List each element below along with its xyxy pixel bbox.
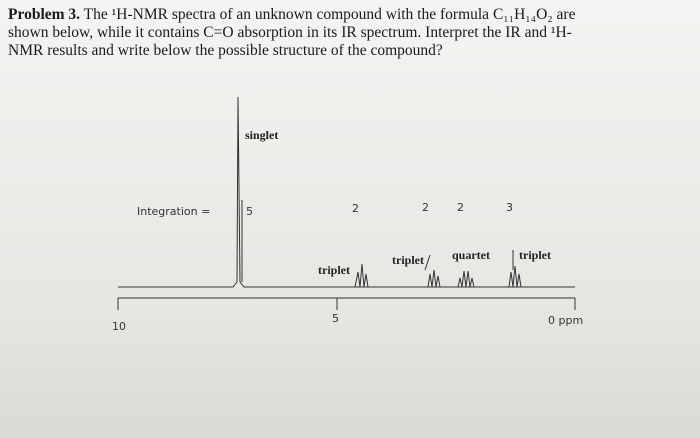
integration-value: 2 (352, 202, 359, 215)
integration-value: 3 (506, 201, 513, 214)
problem-line: Problem 3. The ¹H-NMR spectra of an unkn… (8, 6, 698, 24)
peak-label: triplet (318, 263, 350, 277)
integration-label: Integration = (137, 205, 210, 218)
axis-label: 10 (112, 320, 126, 333)
problem-line: shown below, while it contains C=O absor… (8, 24, 572, 41)
label-pointer (424, 254, 431, 271)
peak-label: triplet (392, 253, 424, 267)
integration-value: 5 (246, 205, 253, 218)
multiplet (354, 263, 369, 288)
integration-value: 2 (422, 201, 429, 214)
multiplet (427, 269, 441, 288)
peak-label: triplet (519, 248, 551, 262)
integration-value: 2 (457, 201, 464, 214)
multiplet (508, 265, 522, 288)
problem-line-text: The ¹H-NMR spectra of an unknown compoun… (83, 6, 576, 23)
spectrum-trace (118, 96, 575, 288)
axis-label: 0 ppm (548, 314, 583, 327)
multiplet (457, 270, 475, 288)
problem-text: Problem 3. The ¹H-NMR spectra of an unkn… (8, 6, 698, 60)
axis-label: 5 (332, 312, 339, 325)
problem-label: Problem 3. (8, 6, 81, 23)
peak-label: singlet (245, 128, 278, 142)
peak-label: quartet (452, 248, 490, 262)
problem-line: NMR results and write below the possible… (8, 42, 443, 59)
